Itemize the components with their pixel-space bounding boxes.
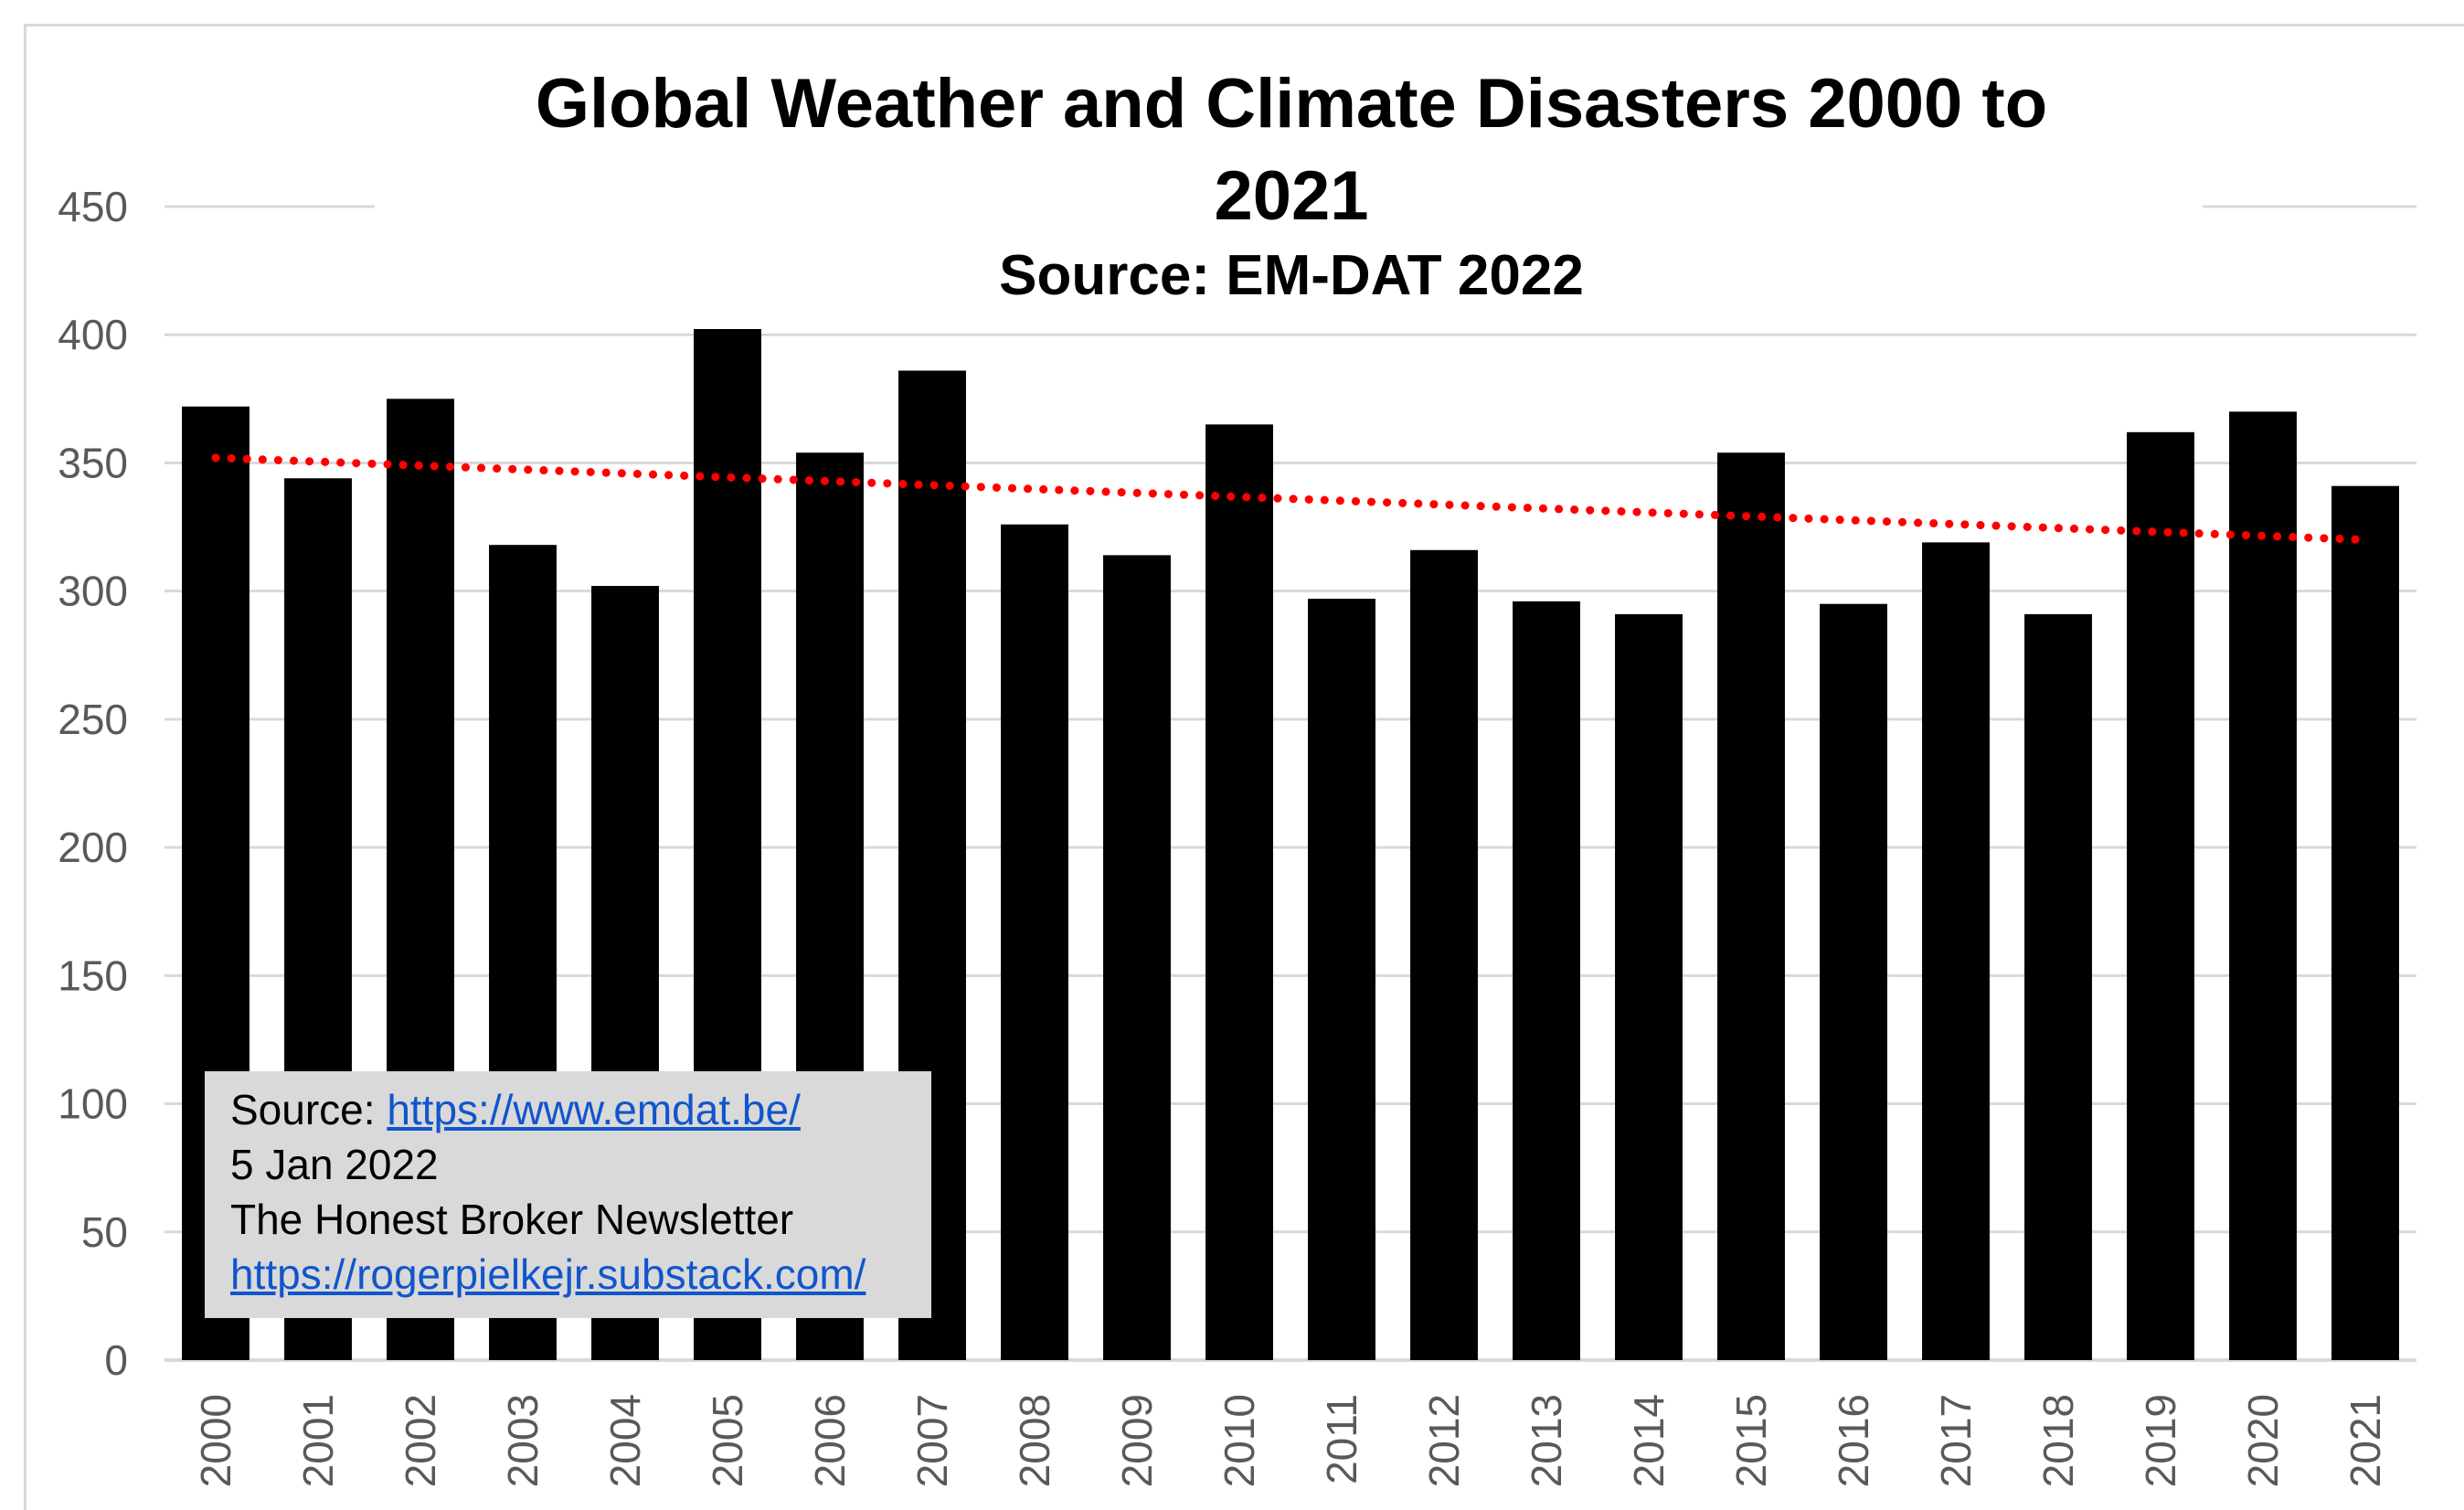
annotation-date: 5 Jan 2022	[230, 1141, 439, 1188]
x-tick-label: 2006	[806, 1394, 854, 1487]
bar-2011	[1308, 599, 1375, 1360]
x-tick-label: 2009	[1113, 1394, 1161, 1487]
y-tick-label: 200	[58, 824, 128, 871]
x-tick-label: 2015	[1727, 1394, 1775, 1487]
newsletter-link[interactable]: https://rogerpielkejr.substack.com/	[230, 1250, 866, 1298]
bar-2017	[1922, 542, 1990, 1360]
x-tick-label: 2013	[1523, 1394, 1570, 1487]
bar-2012	[1410, 549, 1478, 1360]
x-tick-label: 2000	[192, 1394, 239, 1487]
x-tick-label: 2002	[397, 1394, 444, 1487]
y-tick-label: 400	[58, 311, 128, 358]
annotation-newsletter: The Honest Broker Newsletter	[230, 1196, 794, 1243]
x-tick-label: 2016	[1830, 1394, 1877, 1487]
y-tick-label: 250	[58, 696, 128, 743]
trend-line	[211, 453, 2370, 545]
x-tick-label: 2003	[499, 1394, 547, 1487]
x-tick-label: 2021	[2342, 1394, 2389, 1487]
y-tick-label: 300	[58, 568, 128, 615]
trendline	[211, 453, 2370, 545]
x-tick-label: 2014	[1625, 1394, 1673, 1487]
bar-2021	[2331, 485, 2399, 1360]
y-tick-label: 350	[58, 439, 128, 486]
chart-title-line2: 2021	[1214, 157, 1368, 235]
x-tick-label: 2011	[1318, 1394, 1365, 1484]
x-axis-ticks: 2000 2001 2002 2003 2004 2005 2006 2007 2008 2009…	[192, 1394, 2389, 1487]
y-axis-ticks: 0 50 100 150 200 250 300 350 400 450	[58, 183, 128, 1384]
title-background	[375, 55, 2203, 329]
y-tick-label: 0	[104, 1336, 128, 1384]
x-tick-label: 2005	[704, 1394, 751, 1487]
bar-2014	[1615, 613, 1683, 1360]
x-tick-label: 2007	[908, 1394, 956, 1487]
bar-2009	[1103, 555, 1171, 1360]
y-tick-label: 150	[58, 952, 128, 999]
x-tick-label: 2008	[1011, 1394, 1058, 1487]
bar-2018	[2024, 613, 2092, 1360]
x-tick-label: 2018	[2034, 1394, 2082, 1487]
bar-2010	[1205, 424, 1273, 1360]
source-link[interactable]: https://www.emdat.be/	[387, 1086, 801, 1133]
bar-2015	[1717, 452, 1785, 1360]
chart-frame	[24, 24, 2464, 1510]
bar-2016	[1820, 603, 1887, 1360]
x-tick-label: 2001	[294, 1394, 342, 1487]
y-tick-label: 450	[58, 183, 128, 230]
source-label: Source:	[230, 1086, 388, 1133]
x-tick-label: 2012	[1420, 1394, 1468, 1487]
chart-title-line1: Global Weather and Climate Disasters 200…	[536, 65, 2047, 143]
source-annotation-box: Source: https://www.emdat.be/ 5 Jan 2022…	[205, 1071, 931, 1318]
chart-subtitle: Source: EM-DAT 2022	[999, 244, 1584, 307]
bar-2020	[2229, 411, 2297, 1360]
bar-2019	[2127, 431, 2194, 1360]
x-tick-label: 2017	[1932, 1394, 1980, 1487]
x-tick-label: 2010	[1216, 1394, 1263, 1487]
y-tick-label: 50	[81, 1208, 128, 1256]
bar-2013	[1513, 601, 1580, 1360]
bar-2008	[1001, 524, 1068, 1360]
x-tick-label: 2004	[601, 1394, 649, 1487]
y-tick-label: 100	[58, 1080, 128, 1128]
x-tick-label: 2020	[2239, 1394, 2287, 1487]
x-tick-label: 2019	[2137, 1394, 2184, 1487]
source-line: Source: https://www.emdat.be/	[230, 1082, 906, 1137]
